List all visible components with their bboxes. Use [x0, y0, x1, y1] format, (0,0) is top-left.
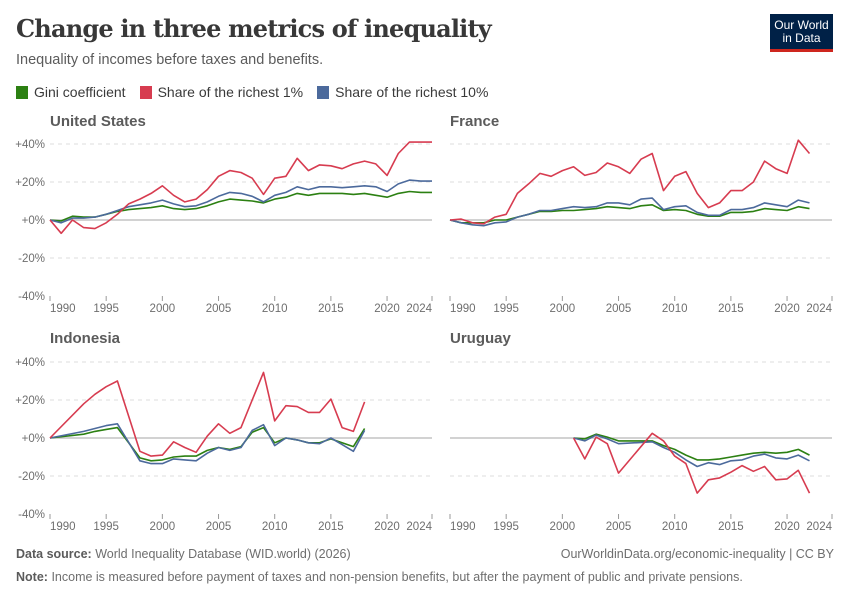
note-text: Income is measured before payment of tax…: [51, 570, 743, 584]
legend-item-gini[interactable]: Gini coefficient: [16, 84, 126, 100]
x-tick-label: 2015: [318, 303, 344, 315]
x-tick-label: 2010: [662, 303, 688, 315]
series-line-france-share-of-the-richest-10-: [449, 197, 810, 227]
legend-item-top1[interactable]: Share of the richest 1%: [139, 84, 304, 100]
owid-logo[interactable]: Our World in Data: [770, 14, 833, 52]
y-tick-label: -40%: [18, 291, 45, 303]
x-tick-label: 2020: [374, 303, 400, 315]
source-url[interactable]: OurWorldinData.org/economic-inequality |…: [560, 547, 834, 561]
x-tick-label: 2015: [718, 521, 744, 533]
panel-title-indonesia: Indonesia: [50, 330, 121, 347]
x-tick-label: 1990: [50, 303, 76, 315]
logo-line: in Data: [782, 30, 821, 45]
x-tick-label: 2000: [550, 521, 576, 533]
y-tick-label: -40%: [18, 509, 45, 521]
note: Note: Income is measured before payment …: [16, 570, 743, 584]
legend-swatch-top1: [139, 85, 152, 99]
note-label: Note:: [16, 570, 48, 584]
x-tick-label: 2000: [150, 303, 176, 315]
y-tick-label: -20%: [18, 253, 45, 265]
legend-label: Share of the richest 1%: [157, 84, 304, 100]
series-line-united-states-gini-coefficient: [49, 190, 432, 222]
chart-subtitle: Inequality of incomes before taxes and b…: [16, 52, 324, 68]
x-tick-label: 2005: [606, 303, 632, 315]
source-text[interactable]: World Inequality Database (WID.world) (2…: [95, 547, 351, 561]
series-line-uruguay-share-of-the-richest-10-: [573, 434, 810, 468]
x-tick-label: 2024: [806, 303, 832, 315]
x-tick-label: 2015: [318, 521, 344, 533]
y-tick-label: +20%: [15, 177, 45, 189]
series-line-indonesia-share-of-the-richest-1-: [49, 371, 366, 457]
legend-label: Gini coefficient: [34, 84, 126, 100]
x-tick-label: 2020: [774, 303, 800, 315]
series-line-france-gini-coefficient: [449, 204, 810, 224]
x-tick-label: 1990: [450, 303, 476, 315]
data-source: Data source: World Inequality Database (…: [16, 547, 351, 561]
x-tick-label: 2024: [406, 521, 432, 533]
x-tick-label: 1995: [493, 303, 519, 315]
y-tick-label: +20%: [15, 395, 45, 407]
y-tick-label: -20%: [18, 471, 45, 483]
x-tick-label: 2000: [550, 303, 576, 315]
legend-label: Share of the richest 10%: [335, 84, 489, 100]
x-tick-label: 1995: [493, 521, 519, 533]
source-label: Data source:: [16, 547, 92, 561]
x-tick-label: 2015: [718, 303, 744, 315]
x-tick-label: 2020: [374, 521, 400, 533]
x-tick-label: 2024: [806, 521, 832, 533]
x-tick-label: 2010: [262, 303, 288, 315]
x-tick-label: 2020: [774, 521, 800, 533]
series-line-uruguay-share-of-the-richest-1-: [572, 432, 811, 494]
y-tick-label: +40%: [15, 357, 45, 369]
legend-item-top10[interactable]: Share of the richest 10%: [317, 84, 488, 100]
y-tick-label: +40%: [15, 139, 45, 151]
series-line-united-states-share-of-the-richest-10-: [49, 179, 432, 224]
x-tick-label: 2005: [606, 521, 632, 533]
legend: Gini coefficient Share of the richest 1%…: [16, 84, 488, 100]
x-tick-label: 2010: [262, 521, 288, 533]
series-line-uruguay-gini-coefficient: [573, 433, 810, 461]
series-line-united-states-share-of-the-richest-1-: [49, 141, 432, 235]
series-line-france-share-of-the-richest-1-: [449, 139, 811, 225]
x-tick-label: 2005: [206, 521, 232, 533]
logo-line: Our World: [774, 17, 829, 32]
y-tick-label: +0%: [22, 215, 45, 227]
panel-title-uruguay: Uruguay: [450, 330, 511, 347]
series-line-indonesia-share-of-the-richest-10-: [49, 422, 366, 465]
x-tick-label: 2024: [406, 303, 432, 315]
x-tick-label: 2010: [662, 521, 688, 533]
y-tick-label: +0%: [22, 433, 45, 445]
chart-title: Change in three metrics of inequality: [16, 14, 492, 43]
x-tick-label: 2005: [206, 303, 232, 315]
panel-title-france: France: [450, 113, 500, 130]
x-tick-label: 1990: [50, 521, 76, 533]
legend-swatch-top10: [317, 85, 330, 99]
x-tick-label: 2000: [150, 521, 176, 533]
panel-title-united-states: United States: [50, 113, 146, 130]
legend-swatch-gini: [16, 85, 28, 99]
x-tick-label: 1995: [93, 521, 119, 533]
x-tick-label: 1990: [450, 521, 476, 533]
x-tick-label: 1995: [93, 303, 119, 315]
